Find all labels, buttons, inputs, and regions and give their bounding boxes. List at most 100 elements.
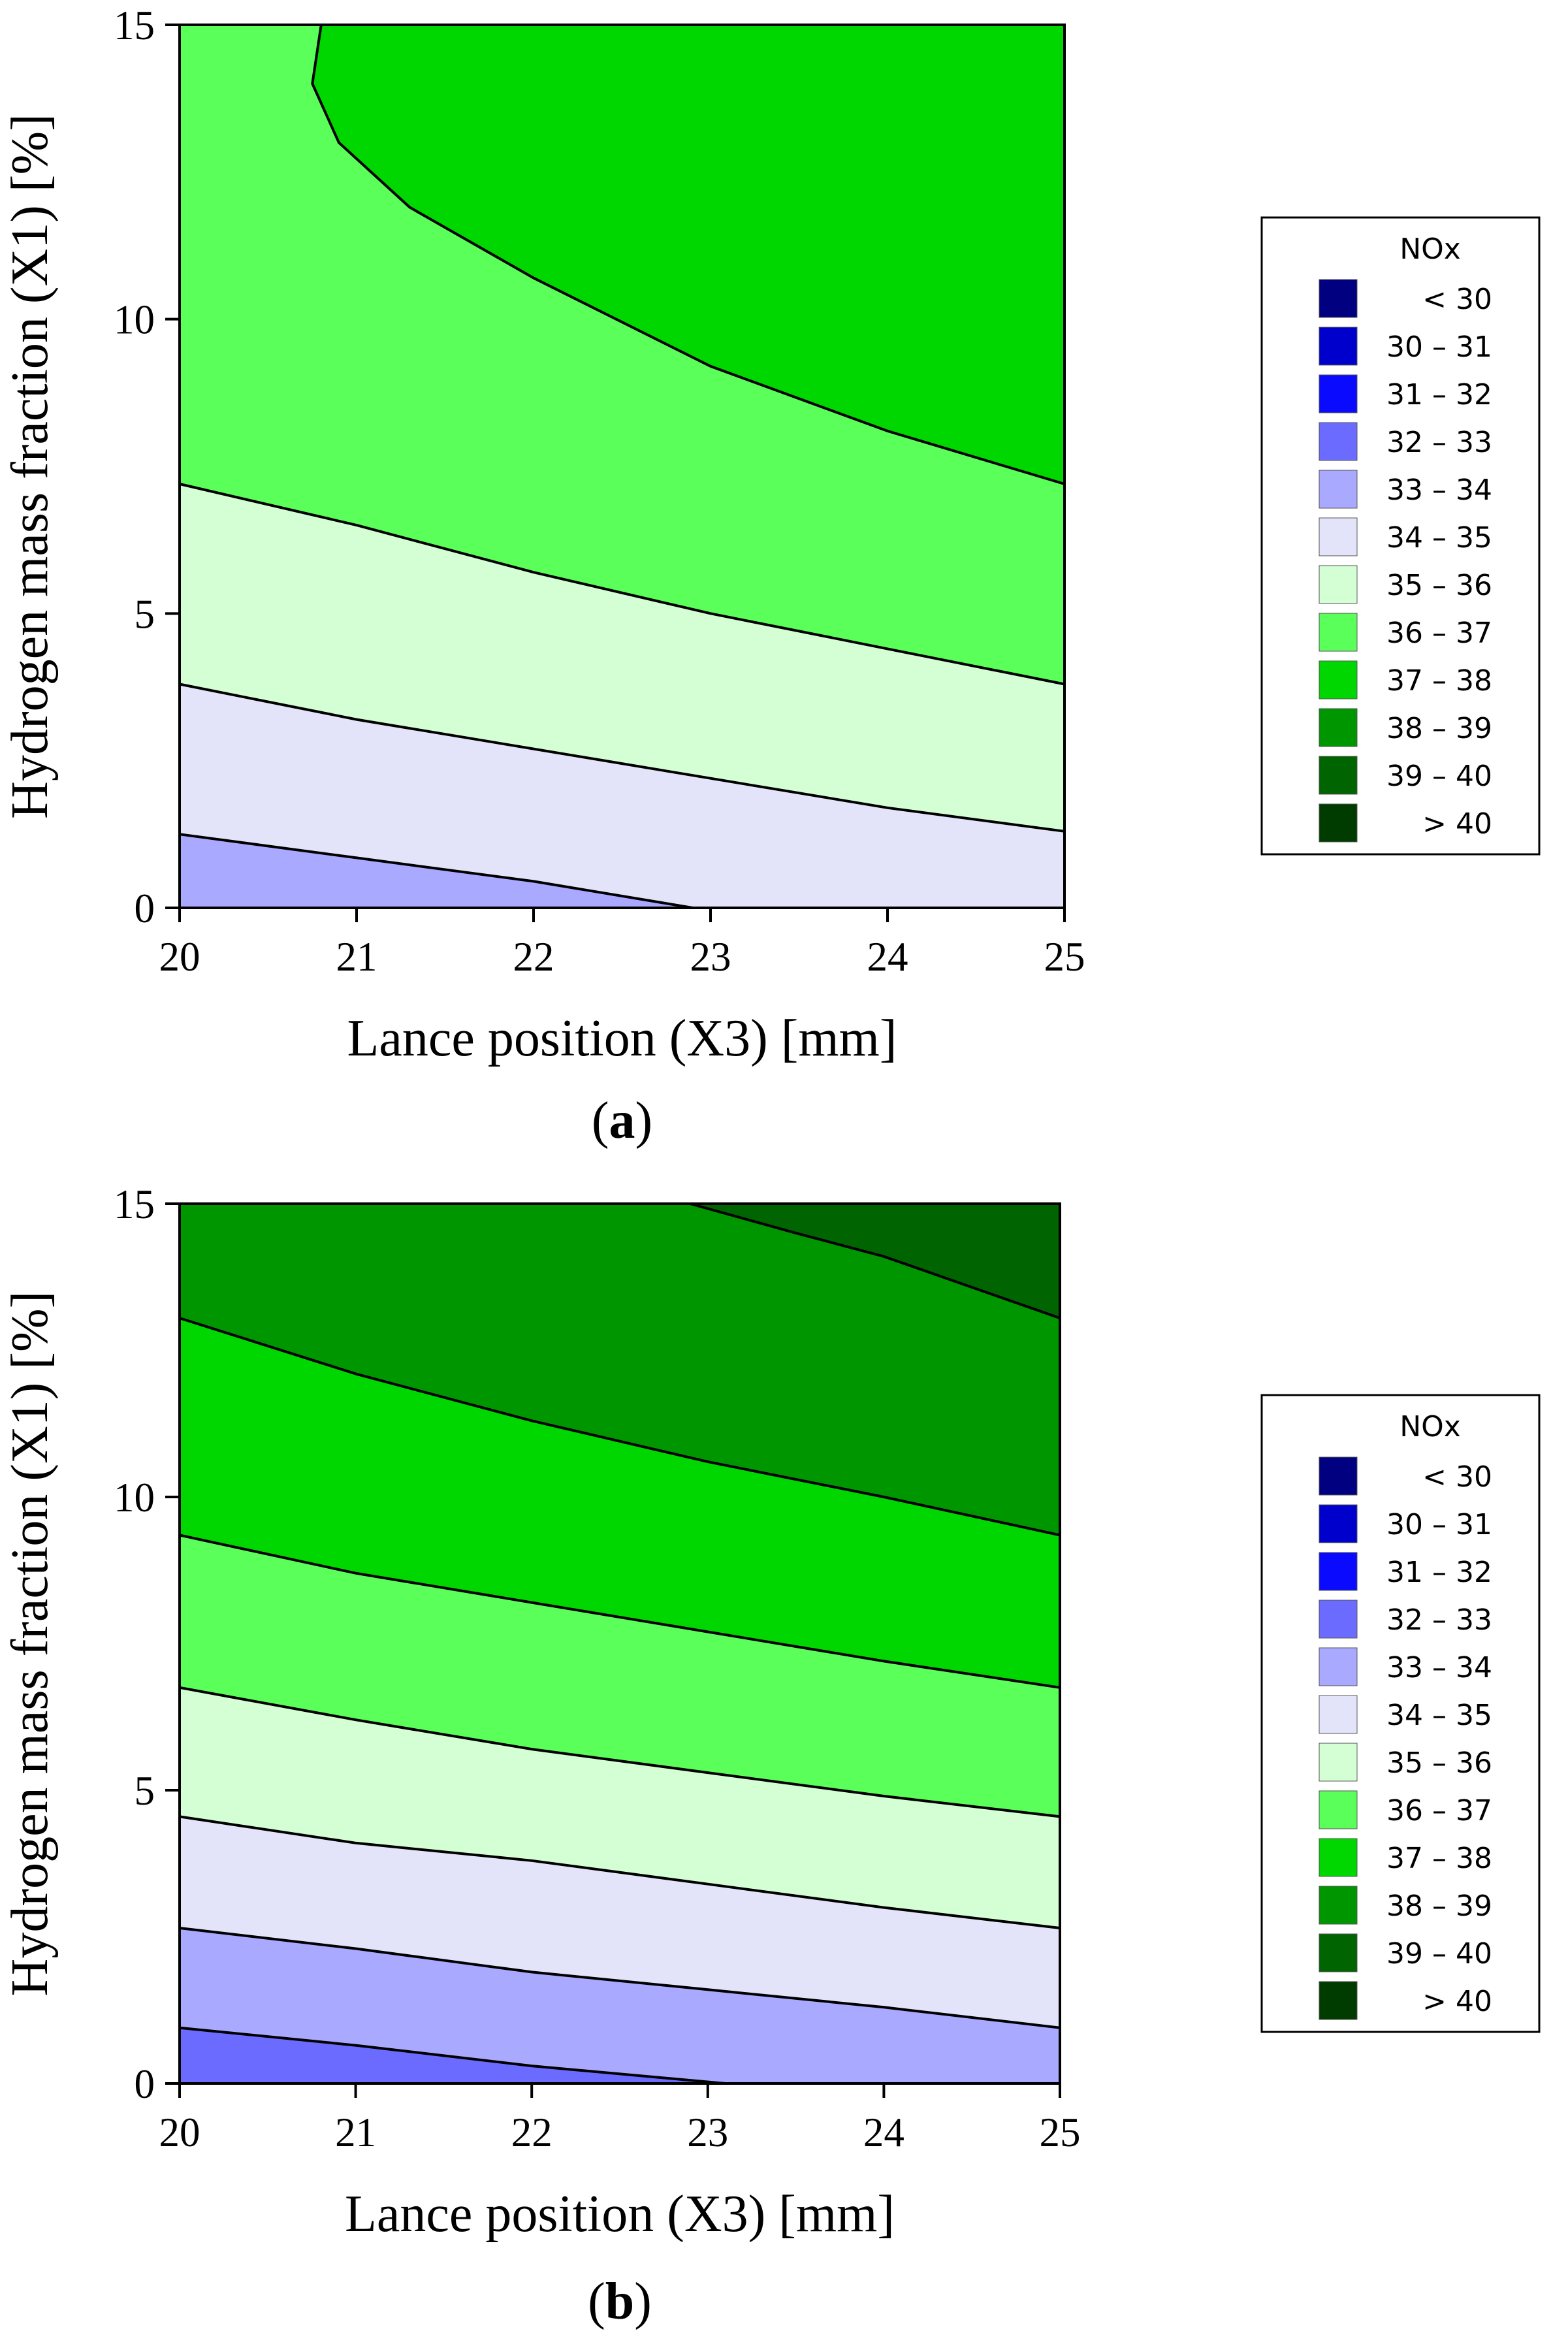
x-tick-label: 25 [1044, 934, 1085, 980]
x-tick-label: 23 [687, 2110, 728, 2155]
contour-line-37 [311, 24, 1065, 485]
legend-swatch [1319, 374, 1358, 413]
legend-label: < 30 [1422, 1460, 1492, 1494]
x-tick-label: 24 [863, 2110, 904, 2155]
legend-label: 37 – 38 [1386, 664, 1492, 698]
legend-box [1260, 1394, 1541, 2033]
y-tick-label: 10 [114, 297, 155, 343]
contour-region-34-35 [180, 1816, 1060, 2028]
contour-line-35 [179, 1815, 1061, 1929]
y-axis-title: Hydrogen mass fraction (X1) [%] [1, 114, 59, 819]
legend-label: 38 – 39 [1386, 1890, 1492, 1923]
legend-swatch [1319, 470, 1358, 509]
contour-line-34 [179, 833, 694, 909]
contour-line-39 [690, 1202, 1061, 1319]
legend-label: 38 – 39 [1386, 712, 1492, 745]
legend-swatch [1319, 708, 1358, 747]
legend-swatch [1319, 422, 1358, 461]
legend-swatch [1319, 1981, 1358, 2020]
x-tick-label: 20 [159, 934, 200, 980]
legend-label: > 40 [1422, 807, 1492, 841]
x-tick-label: 23 [690, 934, 731, 980]
legend-label: > 40 [1422, 1985, 1492, 2018]
legend-swatch [1319, 1886, 1358, 1925]
legend-swatch [1319, 1695, 1358, 1734]
legend-label: 32 – 33 [1386, 1603, 1492, 1637]
legend-swatch [1319, 613, 1358, 652]
legend-label: 39 – 40 [1386, 760, 1492, 793]
contour-region-35-36 [180, 484, 1064, 831]
legend-label: 30 – 31 [1386, 330, 1492, 364]
contour-line-35 [179, 683, 1065, 833]
x-tick-label: 21 [336, 934, 377, 980]
contour-line-36 [179, 1686, 1061, 1818]
x-tick-label: 22 [513, 934, 554, 980]
legend-label: 33 – 34 [1386, 474, 1492, 507]
panel-letter: b [605, 2273, 635, 2330]
legend-swatch [1319, 1552, 1358, 1591]
legend: NOx < 30 30 – 31 31 – 32 32 – 33 33 – 34 34 – … [1260, 1394, 1541, 2033]
legend-label: 34 – 35 [1386, 521, 1492, 555]
legend-swatch [1319, 1743, 1358, 1782]
legend-swatch [1319, 1790, 1358, 1829]
x-tick-label: 24 [867, 934, 908, 980]
legend-label: 31 – 32 [1386, 378, 1492, 411]
legend-swatch [1319, 1838, 1358, 1877]
contour-panel-b: 20 21 22 23 24 25 0 5 10 15 Lance position (X3) [m… [1, 1182, 1541, 2330]
plot-frame [178, 1202, 1061, 2085]
contour-fills [180, 25, 1064, 908]
contour-region-34-35 [180, 684, 1064, 908]
contour-lines [179, 24, 1065, 909]
legend-label: 35 – 36 [1386, 569, 1492, 602]
legend-swatch [1319, 756, 1358, 795]
x-axis-title: Lance position (X3) [mm] [345, 2185, 895, 2243]
legend-swatch [1319, 565, 1358, 604]
contour-line-37 [179, 1534, 1061, 1689]
y-tick-label: 15 [114, 3, 155, 48]
legend-title: NOx [1400, 233, 1461, 266]
legend-label: 30 – 31 [1386, 1508, 1492, 1541]
contour-region-35-36 [180, 1687, 1060, 1928]
x-tick-label: 20 [159, 2110, 200, 2155]
contour-line-34 [179, 1927, 1061, 2029]
contour-region-36-37 [180, 1535, 1060, 1817]
x-tick-label: 22 [511, 2110, 552, 2155]
legend-swatch [1319, 660, 1358, 700]
legend-label: 33 – 34 [1386, 1651, 1492, 1684]
y-axis-title: Hydrogen mass fraction (X1) [%] [1, 1291, 59, 1997]
panel-label: (a) [592, 1092, 652, 1150]
contour-line-38 [179, 1317, 1061, 1537]
x-tick-label: 21 [335, 2110, 376, 2155]
legend-label: 37 – 38 [1386, 1842, 1492, 1875]
contour-region-37-38 [180, 1318, 1060, 1688]
legend-swatch [1319, 517, 1358, 556]
legend-swatch [1319, 1933, 1358, 1972]
legend-label: 36 – 37 [1386, 1794, 1492, 1827]
contour-region-33-34 [180, 1928, 1060, 2083]
legend-swatch [1319, 1647, 1358, 1686]
y-tick-label: 0 [135, 2061, 155, 2107]
contour-lines [179, 1202, 1061, 2085]
legend-swatch [1319, 1504, 1358, 1543]
legend-swatch [1319, 279, 1358, 318]
legend-swatch [1319, 803, 1358, 843]
contour-panel-a: 20 21 22 23 24 25 0 5 10 15 Lance position (X3) [m… [1, 3, 1541, 1150]
contour-region-36-37 [180, 25, 1064, 684]
legend-label: 36 – 37 [1386, 617, 1492, 650]
plot-frame [178, 24, 1066, 909]
panel-letter: a [609, 1092, 635, 1150]
legend-label: 35 – 36 [1386, 1746, 1492, 1780]
x-axis-title: Lance position (X3) [mm] [347, 1010, 897, 1067]
legend-title: NOx [1400, 1410, 1461, 1443]
contour-fills [180, 1204, 1060, 2083]
y-tick-label: 5 [135, 1768, 155, 1814]
legend-swatch [1319, 327, 1358, 366]
y-tick-label: 5 [135, 591, 155, 637]
legend-label: 39 – 40 [1386, 1937, 1492, 1970]
contour-region-37-38 [312, 25, 1064, 484]
contour-line-36 [179, 483, 1065, 686]
legend-swatch [1319, 1456, 1358, 1496]
panel-label: (b) [588, 2273, 652, 2330]
y-tick-label: 10 [114, 1475, 155, 1520]
